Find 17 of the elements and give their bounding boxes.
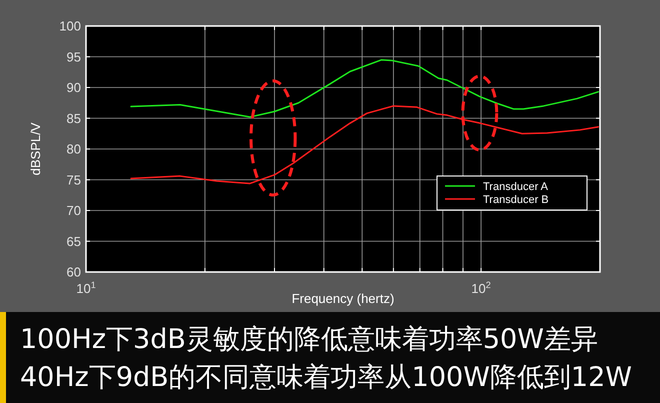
y-tick-label: 60 bbox=[66, 264, 81, 280]
y-tick-label: 65 bbox=[66, 234, 81, 249]
y-tick-label: 90 bbox=[66, 80, 81, 95]
y-tick-label: 95 bbox=[66, 49, 81, 64]
y-tick-label: 75 bbox=[66, 172, 81, 188]
legend-label: Transducer B bbox=[483, 194, 549, 206]
text: 40Hz下9dB的不同意味着功率从100W降低到12W bbox=[20, 362, 632, 393]
x-tick-label: 10$^{1}$ bbox=[76, 280, 96, 296]
x-tick-label: 10$^{2}$ bbox=[471, 280, 491, 296]
text: 100Hz下3dB灵敏度的降低意味着功率50W差异 bbox=[20, 324, 598, 355]
y-axis-title: dBSPL/V bbox=[28, 122, 43, 176]
y-tick-label: 70 bbox=[66, 203, 81, 218]
legend-label: Transducer A bbox=[483, 181, 549, 193]
y-tick-label: 85 bbox=[66, 110, 81, 126]
y-tick-label: 80 bbox=[66, 142, 81, 156]
x-axis-title: Frequency (hertz) bbox=[292, 291, 394, 306]
y-tick-label: 100 bbox=[59, 18, 81, 34]
